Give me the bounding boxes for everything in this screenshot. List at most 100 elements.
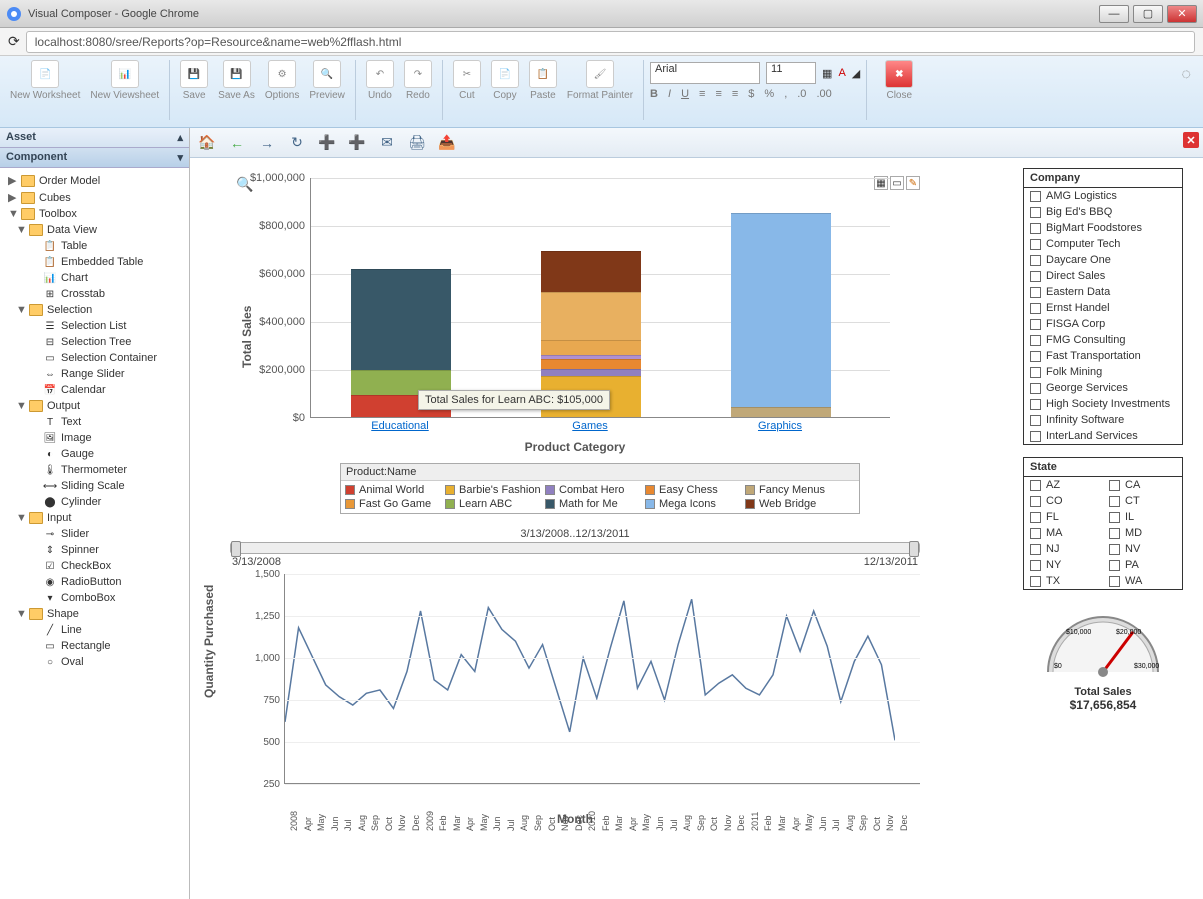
tree-node[interactable]: 🌡Thermometer [0, 462, 189, 478]
align-left-button[interactable]: ≡ [699, 88, 705, 100]
range-slider[interactable] [230, 542, 920, 554]
saveas-button[interactable]: 💾Save As [214, 60, 259, 101]
state-item[interactable]: NV [1103, 541, 1182, 557]
state-item[interactable]: IL [1103, 509, 1182, 525]
state-item[interactable]: NJ [1024, 541, 1103, 557]
cut-button[interactable]: ✂Cut [449, 60, 485, 101]
percent-button[interactable]: % [764, 88, 774, 100]
state-item[interactable]: NY [1024, 557, 1103, 573]
legend-item[interactable]: Math for Me [545, 497, 645, 511]
category-label[interactable]: Games [540, 420, 640, 432]
company-item[interactable]: Eastern Data [1024, 284, 1182, 300]
align-right-button[interactable]: ≡ [732, 88, 738, 100]
bar-segment[interactable] [731, 407, 831, 417]
tree-node[interactable]: ▼Data View [0, 222, 189, 238]
font-select[interactable]: Arial [650, 62, 760, 84]
company-item[interactable]: High Society Investments [1024, 396, 1182, 412]
new-viewsheet-button[interactable]: 📊New Viewsheet [86, 60, 163, 101]
tree-node[interactable]: 🖼Image [0, 430, 189, 446]
bar-segment[interactable] [351, 269, 451, 370]
company-item[interactable]: George Services [1024, 380, 1182, 396]
tree-node[interactable]: 📅Calendar [0, 382, 189, 398]
state-item[interactable]: TX [1024, 573, 1103, 589]
comma-button[interactable]: , [784, 88, 787, 100]
tree-node[interactable]: 📋Embedded Table [0, 254, 189, 270]
underline-button[interactable]: U [681, 88, 689, 100]
tree-node[interactable]: ╱Line [0, 622, 189, 638]
tree-node[interactable]: ▼Toolbox [0, 206, 189, 222]
asset-header[interactable]: Asset▴ [0, 128, 189, 148]
redo-button[interactable]: ↷Redo [400, 60, 436, 101]
bar-segment[interactable] [541, 359, 641, 369]
fontcolor-icon[interactable]: ▦ [822, 67, 832, 80]
email-icon[interactable]: ✉ [376, 132, 398, 154]
reload-icon[interactable]: ⟳ [8, 33, 20, 50]
legend-item[interactable]: Barbie's Fashion [445, 483, 545, 497]
bar-segment[interactable] [541, 292, 641, 340]
bar-segment[interactable] [541, 340, 641, 354]
company-item[interactable]: InterLand Services [1024, 428, 1182, 444]
tree-node[interactable]: ◐Gauge [0, 446, 189, 462]
legend-item[interactable]: Combat Hero [545, 483, 645, 497]
category-label[interactable]: Graphics [730, 420, 830, 432]
bar-segment[interactable] [731, 213, 831, 407]
component-header[interactable]: Component▾ [0, 148, 189, 168]
bar-segment[interactable] [541, 369, 641, 376]
legend-item[interactable]: Learn ABC [445, 497, 545, 511]
tree-node[interactable]: TText [0, 414, 189, 430]
tree-node[interactable]: ⇔Range Slider [0, 366, 189, 382]
tree-node[interactable]: ☰Selection List [0, 318, 189, 334]
state-item[interactable]: FL [1024, 509, 1103, 525]
bar-segment[interactable] [541, 251, 641, 292]
company-item[interactable]: Infinity Software [1024, 412, 1182, 428]
tree-node[interactable]: ▼Output [0, 398, 189, 414]
url-field[interactable]: localhost:8080/sree/Reports?op=Resource&… [26, 31, 1195, 53]
tree-node[interactable]: ▶Order Model [0, 172, 189, 189]
company-item[interactable]: FMG Consulting [1024, 332, 1182, 348]
tree-node[interactable]: 📋Table [0, 238, 189, 254]
category-label[interactable]: Educational [350, 420, 450, 432]
new-worksheet-button[interactable]: 📄New Worksheet [6, 60, 84, 101]
tree-node[interactable]: ▭Rectangle [0, 638, 189, 654]
tree-node[interactable]: ▼Shape [0, 606, 189, 622]
legend-item[interactable]: Easy Chess [645, 483, 745, 497]
state-item[interactable]: CT [1103, 493, 1182, 509]
tree-node[interactable]: ⟷Sliding Scale [0, 478, 189, 494]
export-icon[interactable]: 📤 [436, 132, 458, 154]
dec-decimal-button[interactable]: .00 [816, 88, 831, 100]
close-panel-icon[interactable]: ✕ [1183, 132, 1199, 148]
textcolor-icon[interactable]: A [838, 67, 845, 79]
chart-tool2-icon[interactable]: ▭ [890, 176, 904, 190]
legend-item[interactable]: Mega Icons [645, 497, 745, 511]
legend-item[interactable]: Fast Go Game [345, 497, 445, 511]
minimize-button[interactable]: — [1099, 5, 1129, 23]
tree-node[interactable]: 📊Chart [0, 270, 189, 286]
maximize-button[interactable]: ▢ [1133, 5, 1163, 23]
tree-node[interactable]: ▼Input [0, 510, 189, 526]
company-item[interactable]: Fast Transportation [1024, 348, 1182, 364]
company-item[interactable]: FISGA Corp [1024, 316, 1182, 332]
tree-node[interactable]: ◉RadioButton [0, 574, 189, 590]
company-item[interactable]: BigMart Foodstores [1024, 220, 1182, 236]
company-item[interactable]: Daycare One [1024, 252, 1182, 268]
save-button[interactable]: 💾Save [176, 60, 212, 101]
legend-item[interactable]: Web Bridge [745, 497, 845, 511]
state-item[interactable]: CA [1103, 477, 1182, 493]
tree-node[interactable]: ⊟Selection Tree [0, 334, 189, 350]
bar-segment[interactable] [541, 355, 641, 360]
tree-node[interactable]: ⊸Slider [0, 526, 189, 542]
tree-node[interactable]: ○Oval [0, 654, 189, 670]
close-button[interactable]: ✖Close [881, 60, 917, 101]
legend-item[interactable]: Fancy Menus [745, 483, 845, 497]
fillcolor-icon[interactable]: ◢ [852, 67, 860, 80]
tree-node[interactable]: ▼Selection [0, 302, 189, 318]
inc-decimal-button[interactable]: .0 [797, 88, 806, 100]
tree-node[interactable]: ⬤Cylinder [0, 494, 189, 510]
tree-node[interactable]: ⇕Spinner [0, 542, 189, 558]
company-item[interactable]: Folk Mining [1024, 364, 1182, 380]
company-item[interactable]: Ernst Handel [1024, 300, 1182, 316]
window-close-button[interactable]: ✕ [1167, 5, 1197, 23]
options-button[interactable]: ⚙Options [261, 60, 303, 101]
preview-button[interactable]: 🔍Preview [305, 60, 349, 101]
state-item[interactable]: PA [1103, 557, 1182, 573]
